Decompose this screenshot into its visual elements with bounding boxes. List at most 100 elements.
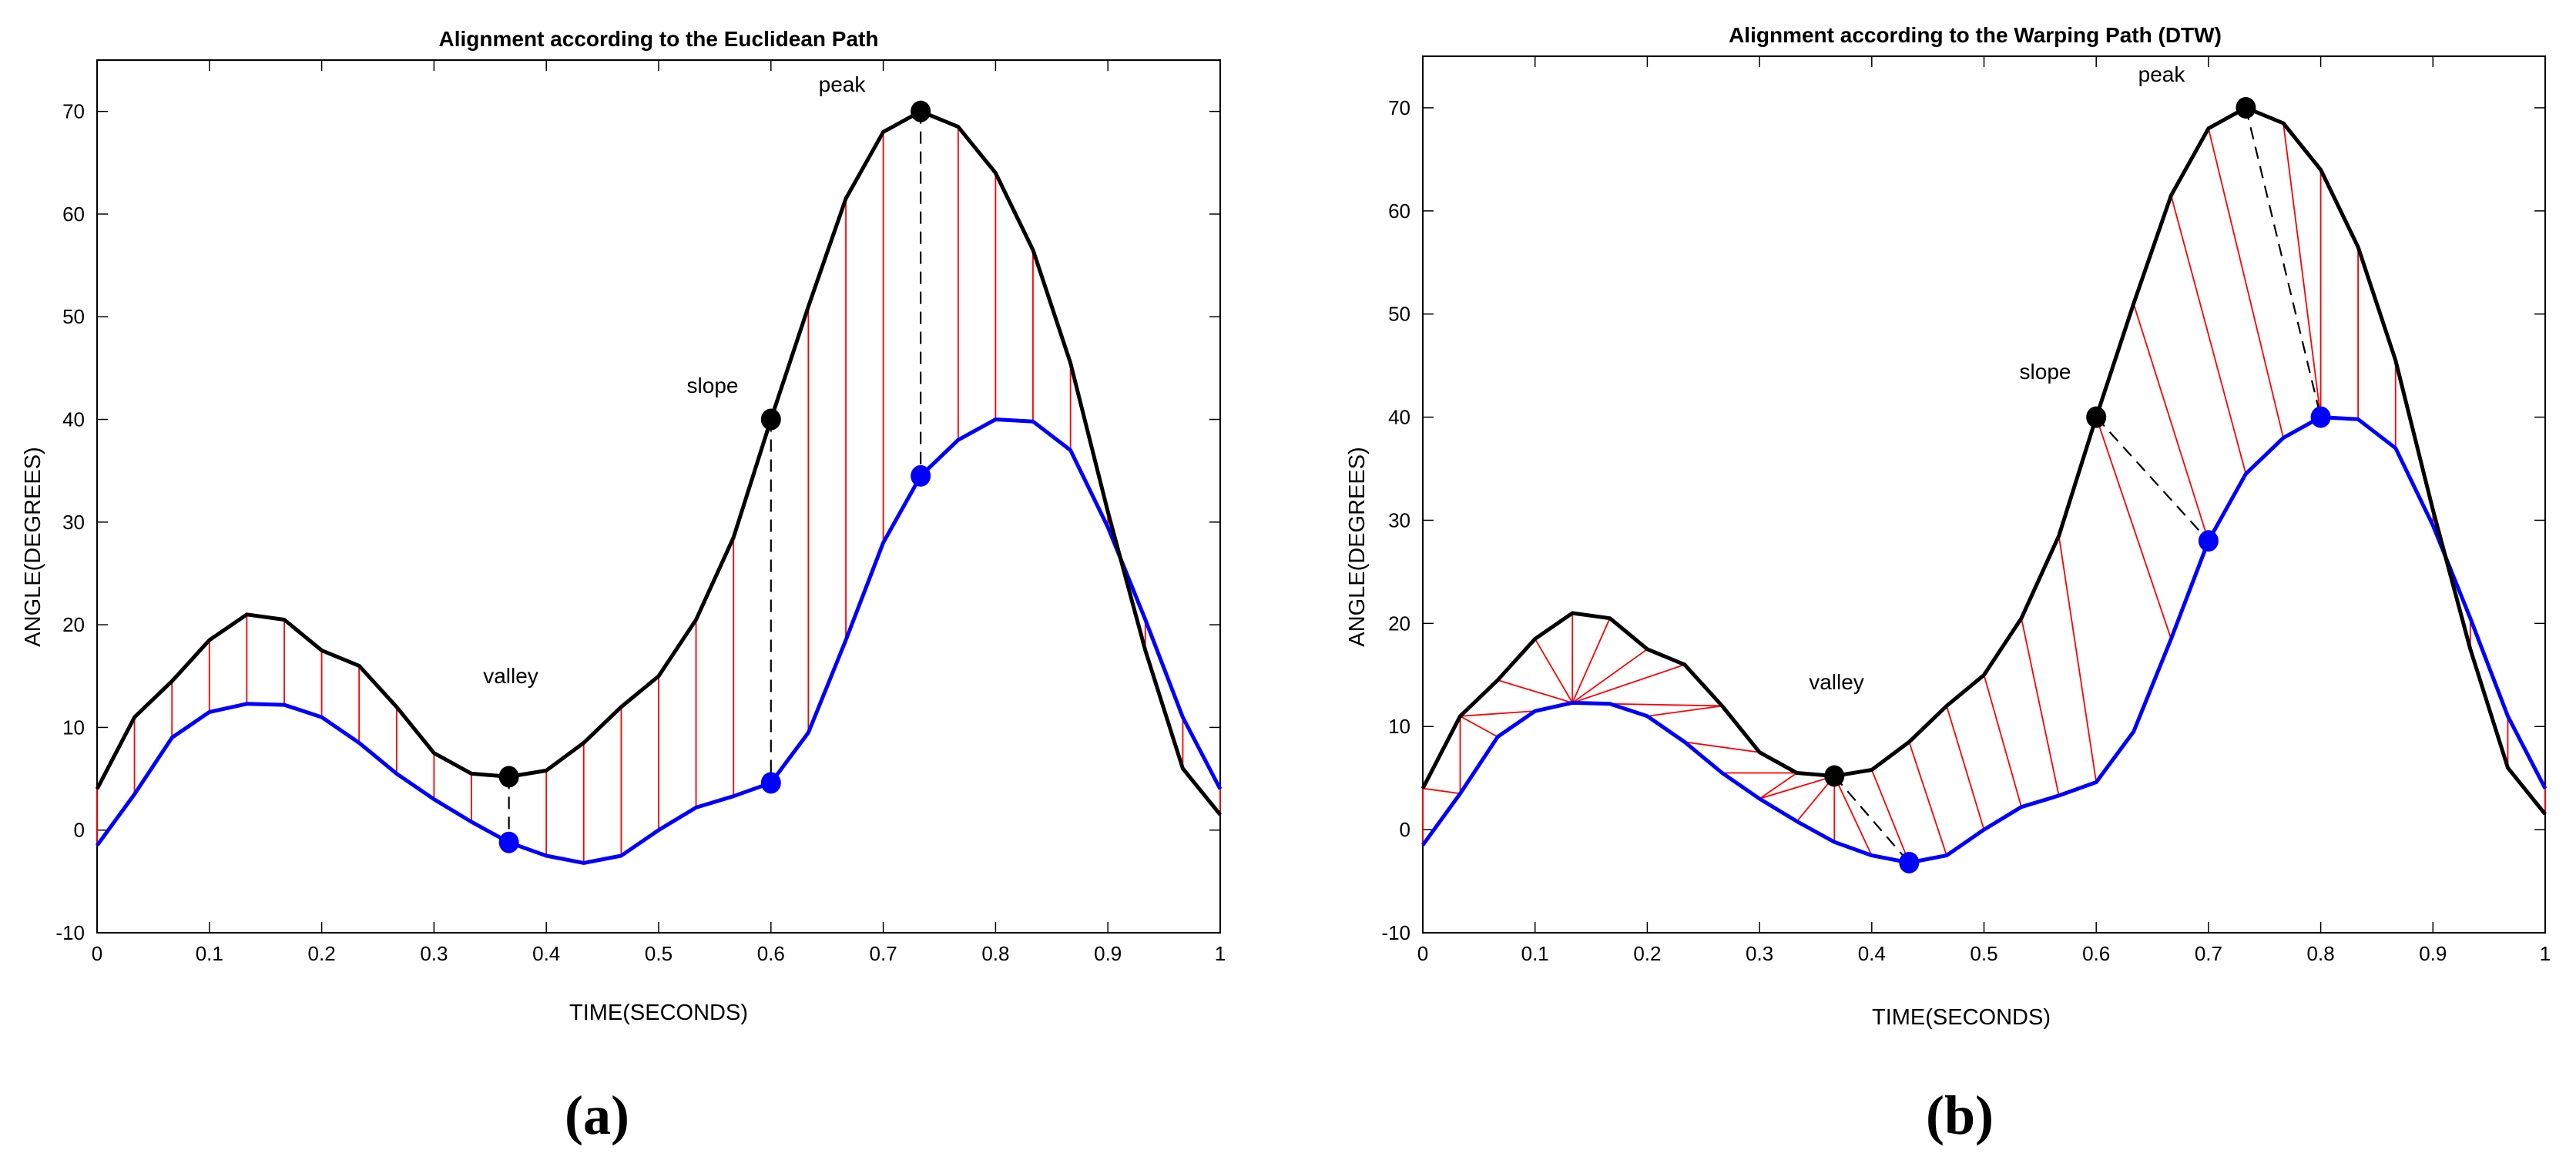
slope-label: slope — [687, 374, 739, 397]
chart-a-xtick-label: 0.1 — [196, 942, 223, 965]
chart-b-alignment-line — [1647, 705, 1722, 717]
chart-b-alignment-line — [2208, 128, 2284, 438]
chart-b-alignment-line — [1833, 776, 1873, 856]
chart-b-ytick-label: 50 — [1388, 303, 1410, 326]
chart-b-alignment-line — [1571, 618, 1611, 703]
chart-b-ytick-label: 0 — [1400, 818, 1410, 841]
chart-b-xtick-label: 0.8 — [2307, 942, 2335, 965]
chart-a-ytick-label: 0 — [74, 819, 85, 842]
chart-b-slope-connector — [2095, 416, 2209, 541]
chart-b-ytick-label: 20 — [1388, 612, 1410, 635]
chart-b: Alignment according to the Warping Path … — [1345, 23, 2551, 1146]
valley-label: valley — [1809, 670, 1864, 694]
chart-b-xlabel: TIME(SECONDS) — [1872, 1005, 2051, 1030]
chart-b-axes-frame — [1422, 55, 2546, 934]
chart-b-xtick-label: 0 — [1417, 942, 1428, 965]
chart-a-ytick-label: 40 — [62, 408, 85, 431]
chart-b-query-series — [1420, 415, 2547, 865]
chart-b-alignment-line — [1571, 649, 1648, 704]
chart-b-alignment-line — [1609, 702, 1722, 707]
chart-b-xtick-label: 0.9 — [2419, 942, 2447, 965]
chart-a-ytick-label: 60 — [62, 203, 85, 226]
chart-b-alignment-line — [1422, 787, 1461, 795]
slope-label: slope — [2020, 360, 2071, 384]
peak-label: peak — [819, 72, 867, 96]
chart-a-ylabel: ANGLE(DEGREES) — [21, 447, 45, 646]
chart-b-alignment-line — [1983, 675, 2022, 807]
chart-a-xtick-label: 0.5 — [645, 942, 673, 965]
chart-b-ytick-label: 30 — [1388, 508, 1410, 531]
chart-b-alignment-line — [1684, 741, 1760, 753]
chart-a-xlabel: TIME(SECONDS) — [569, 1001, 748, 1025]
chart-b-ytick-label: 70 — [1388, 96, 1410, 119]
chart-a-query-series — [95, 417, 1223, 865]
chart-b-alignment-line — [1460, 716, 1498, 738]
chart-b-ytick-label: 10 — [1388, 715, 1410, 738]
chart-b-peak-query-point — [2310, 406, 2331, 428]
chart-a-ytick-label: 50 — [62, 305, 85, 328]
chart-a-title: Alignment according to the Euclidean Pat… — [439, 27, 879, 51]
chart-a-xtick-label: 0.4 — [532, 942, 560, 965]
chart-a-valley-reference-point — [498, 766, 519, 788]
chart-b-xtick-label: 0.5 — [1970, 942, 1997, 965]
chart-a-ytick-label: 70 — [62, 100, 85, 123]
chart-b-alignment-line — [2058, 535, 2098, 783]
chart-b-slope-reference-point — [2086, 406, 2107, 428]
chart-b-alignment-line — [2283, 122, 2322, 417]
chart-b-alignment-line — [2132, 303, 2209, 541]
peak-label: peak — [2138, 62, 2186, 86]
chart-a-xtick-label: 1 — [1215, 942, 1226, 965]
chart-a-xtick-label: 0.2 — [308, 942, 336, 965]
chart-b-panel-label: (b) — [1926, 1085, 1994, 1146]
chart-b-ytick-label: 40 — [1388, 406, 1410, 429]
chart-b-alignment-line — [2095, 417, 2172, 639]
chart-a-xtick-label: 0.8 — [981, 942, 1009, 965]
chart-a-xtick-label: 0.3 — [420, 942, 448, 965]
chart-b-valley-reference-point — [1824, 765, 1845, 787]
chart-a-ytick-label: -10 — [55, 921, 85, 944]
chart-a-xtick-label: 0.7 — [870, 942, 897, 965]
chart-a-reference-series — [95, 109, 1222, 816]
chart-b-xtick-label: 0.4 — [1858, 942, 1886, 965]
chart-a-peak-query-point — [911, 464, 931, 487]
chart-b-ylabel: ANGLE(DEGREES) — [1345, 447, 1370, 646]
chart-a: Alignment according to the Euclidean Pat… — [21, 27, 1226, 1146]
chart-b-alignment-line — [1571, 664, 1685, 704]
chart-a-slope-query-point — [760, 772, 781, 794]
chart-a-ytick-label: 20 — [62, 613, 85, 636]
chart-b-alignment-line — [2170, 195, 2247, 474]
chart-a-valley-query-point — [498, 831, 519, 853]
chart-b-ytick-label: -10 — [1381, 921, 1410, 944]
chart-b-ytick-label: 60 — [1388, 199, 1410, 223]
chart-b-alignment-line — [1908, 742, 1947, 856]
chart-b-slope-query-point — [2198, 530, 2219, 552]
chart-b-alignment-line — [1497, 679, 1573, 704]
chart-b-valley-connector — [1833, 775, 1910, 863]
chart-a-slope-reference-point — [760, 408, 781, 431]
chart-b-xtick-label: 0.7 — [2195, 942, 2222, 965]
chart-b-alignment-line — [1759, 775, 1835, 800]
chart-b-reference-series — [1420, 106, 2547, 816]
chart-b-valley-query-point — [1899, 851, 1920, 873]
chart-b-alignment-line — [1759, 772, 1798, 800]
chart-a-xtick-label: 0 — [92, 942, 102, 965]
chart-b-title: Alignment according to the Warping Path … — [1729, 23, 2222, 47]
chart-b-xtick-label: 0.3 — [1746, 942, 1773, 965]
chart-b-alignment-line — [2021, 618, 2060, 796]
chart-b-xtick-label: 0.6 — [2082, 942, 2110, 965]
chart-b-alignment-line — [1534, 638, 1573, 703]
chart-b-alignment-line — [1460, 710, 1535, 717]
chart-a-peak-reference-point — [911, 100, 931, 122]
chart-b-alignment-line — [1870, 769, 1910, 863]
chart-b-alignment-line — [1946, 706, 1985, 830]
chart-b-xtick-label: 0.1 — [1521, 942, 1549, 965]
chart-b-xtick-label: 1 — [2540, 942, 2551, 965]
chart-a-xtick-label: 0.6 — [757, 942, 785, 965]
chart-b-peak-reference-point — [2236, 96, 2256, 119]
chart-b-peak-connector — [2245, 107, 2322, 417]
chart-a-ytick-label: 10 — [62, 716, 85, 739]
valley-label: valley — [483, 664, 538, 688]
chart-a-panel-label: (a) — [565, 1085, 629, 1146]
chart-a-xtick-label: 0.9 — [1094, 942, 1122, 965]
